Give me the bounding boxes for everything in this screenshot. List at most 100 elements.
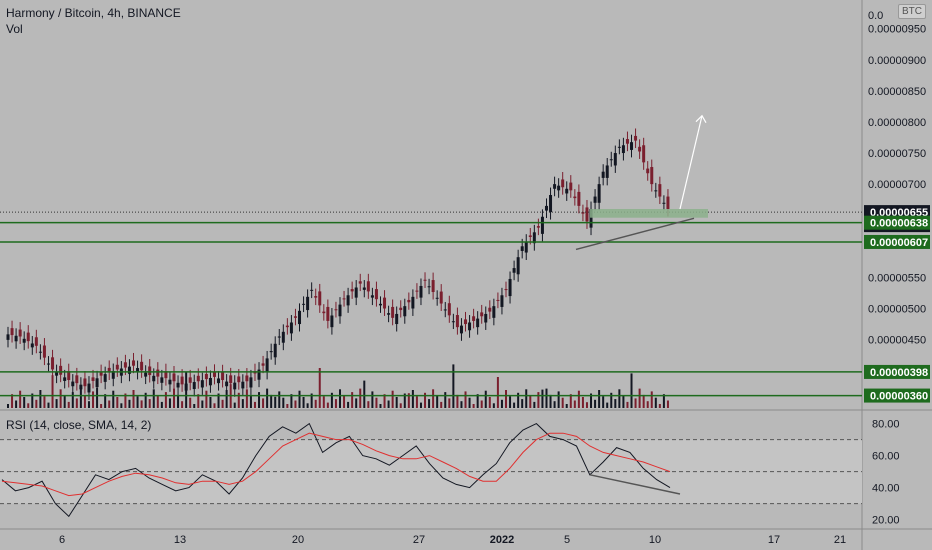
- volume-bar: [278, 391, 281, 408]
- candle-body: [638, 146, 642, 152]
- candle-body: [354, 287, 358, 298]
- price-axis-tick-1: 0.00000900: [868, 55, 926, 67]
- volume-label: Vol: [6, 22, 23, 36]
- candle-body: [455, 315, 459, 328]
- time-axis-tick-3: 27: [413, 534, 425, 546]
- candle-body: [597, 184, 601, 203]
- candle-body: [103, 374, 107, 382]
- candle-body: [443, 309, 447, 311]
- volume-bar: [310, 393, 313, 408]
- candle-body: [132, 360, 136, 366]
- candle-body: [378, 303, 382, 306]
- candle-body: [634, 135, 638, 141]
- volume-bar: [577, 390, 580, 408]
- candle-body: [585, 207, 589, 222]
- candle-body: [480, 312, 484, 317]
- price-label-2: 0.00000638: [870, 218, 928, 230]
- volume-bar: [144, 392, 147, 408]
- candle-body: [549, 195, 553, 213]
- volume-bar: [286, 404, 289, 408]
- candle-body: [204, 373, 208, 380]
- volume-bar: [606, 402, 609, 408]
- volume-bar: [537, 392, 540, 408]
- volume-bar: [654, 397, 657, 408]
- volume-bar: [108, 400, 111, 408]
- candle-body: [87, 383, 91, 393]
- candle-body: [605, 165, 609, 178]
- volume-bar: [258, 392, 261, 408]
- candle-body: [346, 295, 350, 306]
- candle-body: [617, 146, 621, 148]
- volume-bar: [557, 391, 560, 408]
- volume-bar: [411, 390, 414, 408]
- candle-body: [577, 191, 581, 206]
- volume-bar: [233, 402, 236, 408]
- candle-body: [468, 322, 472, 331]
- candle-body: [261, 363, 265, 366]
- candle-body: [484, 313, 488, 323]
- candle-body: [528, 235, 532, 237]
- candle-body: [451, 321, 455, 323]
- volume-bar: [339, 389, 341, 408]
- volume-bar: [424, 392, 427, 408]
- candle-body: [314, 296, 318, 298]
- price-axis-top-tick: 0.0: [868, 10, 883, 22]
- volume-bar: [403, 393, 406, 408]
- candle-body: [654, 190, 658, 192]
- volume-bar: [39, 390, 42, 408]
- candle-body: [257, 369, 261, 380]
- candle-body: [168, 379, 172, 385]
- candle-body: [427, 286, 431, 288]
- candle-body: [225, 381, 229, 387]
- currency-badge[interactable]: BTC: [898, 4, 926, 19]
- candle-body: [245, 375, 249, 382]
- rsi-axis-tick-1: 60.00: [872, 451, 900, 463]
- candle-body: [14, 335, 18, 342]
- volume-bar: [428, 399, 431, 408]
- price-axis-tick-0: 0.00000950: [868, 24, 926, 36]
- candle-body: [212, 371, 216, 377]
- price-axis-tick-4: 0.00000750: [868, 148, 926, 160]
- candle-body: [565, 188, 569, 194]
- volume-bar: [355, 398, 358, 408]
- volume-bar: [363, 380, 366, 408]
- candle-body: [318, 291, 322, 306]
- volume-bar: [217, 393, 220, 408]
- volume-bar: [168, 398, 171, 408]
- volume-bar: [565, 404, 568, 408]
- candle-body: [395, 313, 399, 325]
- volume-bar: [472, 404, 475, 408]
- volume-bar: [436, 395, 439, 408]
- price-axis-tick-6: 0.00000550: [868, 272, 926, 284]
- candle-body: [407, 299, 411, 303]
- candle-body: [176, 382, 180, 388]
- volume-bar: [197, 394, 200, 408]
- candle-body: [520, 246, 524, 251]
- volume-bar: [35, 399, 38, 408]
- candle-body: [156, 369, 160, 377]
- time-axis-tick-5: 5: [564, 534, 570, 546]
- candle-body: [208, 377, 212, 386]
- volume-bar: [314, 399, 317, 408]
- volume-bar: [594, 399, 597, 408]
- volume-bar: [456, 394, 459, 408]
- candle-body: [148, 366, 152, 376]
- volume-bar: [419, 402, 422, 408]
- candle-body: [492, 306, 496, 318]
- volume-bar: [581, 397, 584, 408]
- volume-bar: [164, 392, 167, 408]
- candle-body: [334, 309, 338, 311]
- candle-body: [366, 281, 370, 292]
- candle-body: [350, 289, 354, 292]
- candle-body: [642, 145, 646, 163]
- candle-body: [273, 343, 277, 358]
- time-axis-tick-2: 20: [292, 534, 304, 546]
- volume-bar: [496, 377, 499, 408]
- volume-bar: [71, 392, 74, 408]
- volume-bar: [270, 394, 273, 408]
- volume-bar: [23, 397, 26, 408]
- candle-body: [46, 363, 50, 365]
- volume-bar: [646, 401, 649, 408]
- candle-body: [22, 338, 26, 343]
- volume-bar: [116, 397, 119, 408]
